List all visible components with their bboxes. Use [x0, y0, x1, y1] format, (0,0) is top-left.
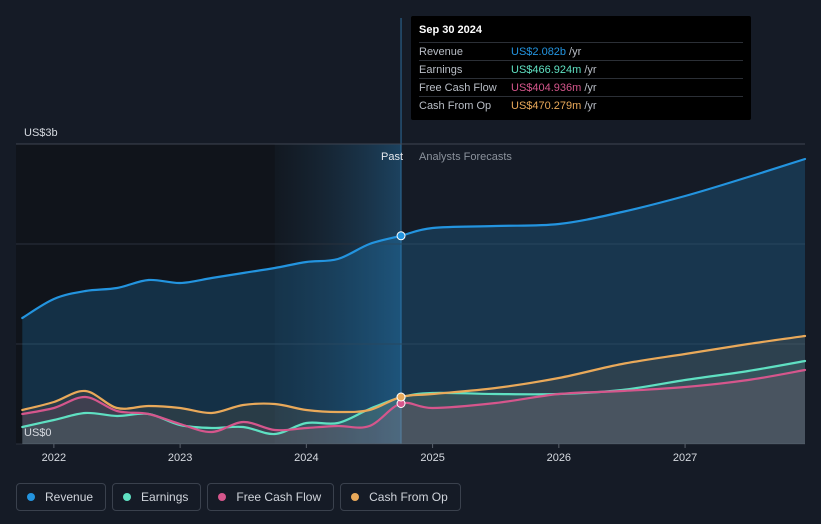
- tooltip-value: US$2.082b: [511, 45, 567, 58]
- y-axis-bottom-label: US$0: [24, 427, 52, 439]
- forecast-label: Analysts Forecasts: [419, 151, 512, 163]
- x-tick-label: 2026: [547, 452, 571, 464]
- x-tick-label: 2022: [42, 452, 66, 464]
- area-earnings: [22, 361, 806, 444]
- tooltip-unit: /yr: [569, 45, 582, 58]
- tooltip-unit: /yr: [584, 99, 597, 112]
- legend-item-free-cash-flow[interactable]: Free Cash Flow: [207, 483, 335, 511]
- x-tick-label: 2024: [294, 452, 318, 464]
- area-fcf: [22, 370, 806, 444]
- area-revenue: [22, 159, 806, 444]
- grid-lines: [16, 143, 805, 445]
- legend-dot-icon: [27, 493, 35, 501]
- tooltip-date: Sep 30 2024: [419, 24, 482, 36]
- tooltip-row-free-cash-flow: Free Cash Flow US$404.936m /yr: [419, 78, 743, 96]
- tooltip-label: Free Cash Flow: [419, 81, 497, 94]
- tooltip-value: US$466.924m: [511, 63, 582, 76]
- chart-legend: Revenue Earnings Free Cash Flow Cash Fro…: [16, 483, 461, 511]
- x-tick-label: 2025: [420, 452, 444, 464]
- tooltip-value: US$404.936m: [511, 81, 582, 94]
- tooltip-unit: /yr: [584, 63, 597, 76]
- series-lines: [21, 157, 807, 436]
- marker-revenue: [396, 231, 406, 241]
- tooltip-row-cash-from-op: Cash From Op US$470.279m /yr: [419, 96, 743, 114]
- tooltip-value: US$470.279m: [511, 99, 582, 112]
- legend-item-earnings[interactable]: Earnings: [112, 483, 202, 511]
- plot-background: [16, 18, 402, 444]
- highlight-region: [274, 144, 402, 444]
- past-label: Past: [381, 151, 403, 163]
- tooltip-label: Earnings: [419, 63, 463, 76]
- data-tooltip: Sep 30 2024 Revenue US$2.082b /yr Earnin…: [411, 16, 751, 120]
- legend-dot-icon: [218, 493, 227, 501]
- line-revenue: [21, 157, 807, 320]
- y-axis-top-label: US$3b: [24, 127, 58, 139]
- legend-label: Free Cash Flow: [236, 490, 322, 504]
- legend-dot-icon: [123, 493, 132, 501]
- tooltip-row-earnings: Earnings US$466.924m /yr: [419, 60, 743, 78]
- tooltip-label: Cash From Op: [419, 99, 492, 112]
- tooltip-label: Revenue: [419, 45, 464, 58]
- line-fcf: [21, 368, 807, 434]
- x-tick-label: 2023: [168, 452, 192, 464]
- marker-cfo: [396, 392, 406, 402]
- hover-markers: [396, 231, 406, 408]
- legend-item-cash-from-op[interactable]: Cash From Op: [340, 483, 461, 511]
- tooltip-unit: /yr: [584, 81, 597, 94]
- legend-label: Earnings: [141, 490, 189, 504]
- legend-item-revenue[interactable]: Revenue: [16, 483, 107, 511]
- legend-label: Revenue: [45, 490, 94, 504]
- area-cfo: [22, 336, 806, 444]
- legend-label: Cash From Op: [369, 490, 448, 504]
- line-cfo: [21, 334, 807, 415]
- axis-labels: US$3b US$0 Past Analysts Forecasts: [24, 127, 512, 439]
- tooltip-row-revenue: Revenue US$2.082b /yr: [419, 42, 743, 60]
- legend-dot-icon: [351, 493, 360, 501]
- series-areas: [22, 159, 806, 444]
- x-axis-ticks: 2022 2023 2024 2025 2026 2027: [42, 444, 697, 464]
- x-tick-label: 2027: [673, 452, 697, 464]
